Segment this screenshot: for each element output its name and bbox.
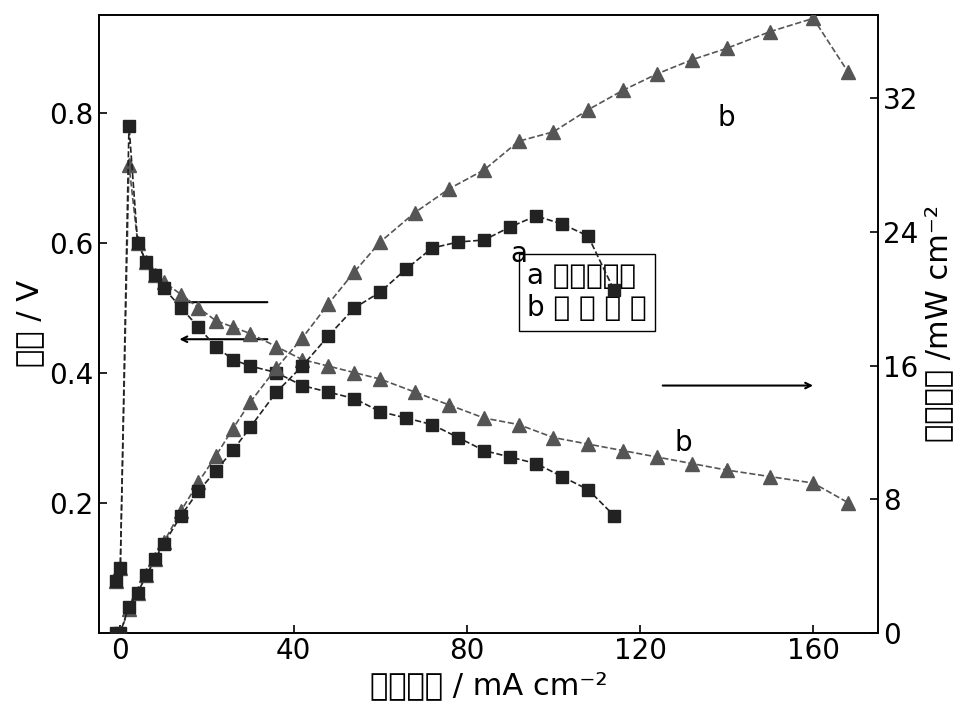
Text: a 未加热浆液
b 加 热 浆 液: a 未加热浆液 b 加 热 浆 液 xyxy=(528,262,647,322)
Text: a: a xyxy=(510,240,528,268)
X-axis label: 电流密度 / mA cm⁻²: 电流密度 / mA cm⁻² xyxy=(370,671,607,700)
Y-axis label: 功率密度 /mW cm⁻²: 功率密度 /mW cm⁻² xyxy=(924,205,953,443)
Text: b: b xyxy=(675,428,692,457)
Y-axis label: 电压 / V: 电压 / V xyxy=(15,280,44,368)
Text: b: b xyxy=(718,104,736,132)
